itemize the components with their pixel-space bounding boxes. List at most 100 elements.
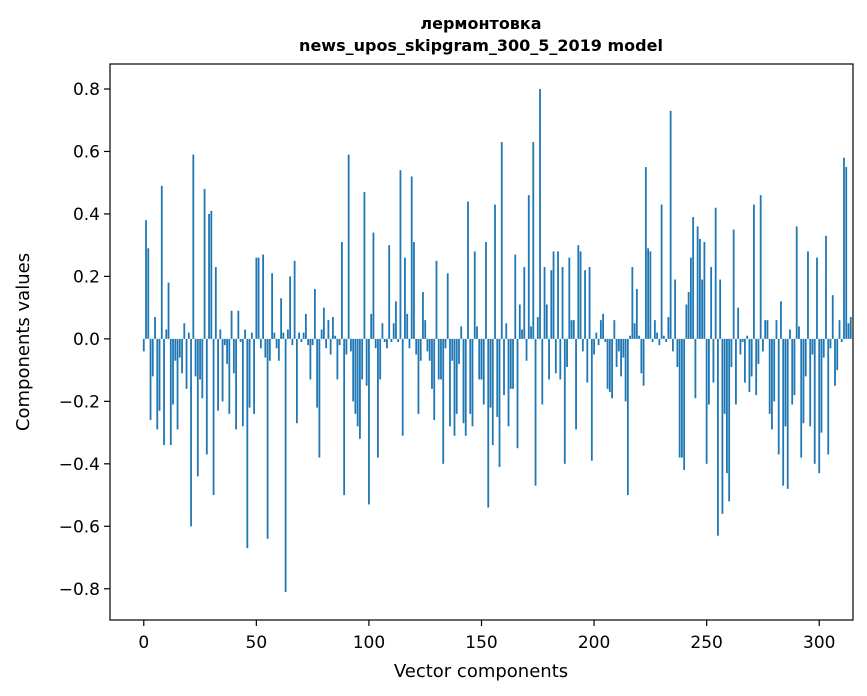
bar: [181, 338, 183, 374]
bar: [840, 338, 843, 342]
bar: [689, 257, 692, 339]
bar: [176, 338, 179, 430]
bar: [809, 338, 812, 427]
bar: [422, 292, 424, 339]
bar: [730, 338, 733, 367]
bar: [685, 304, 688, 339]
bar: [845, 167, 848, 339]
bar: [523, 267, 526, 339]
bar: [800, 338, 803, 458]
bar: [280, 298, 283, 339]
bar: [284, 338, 287, 592]
bar: [699, 238, 701, 339]
bar: [644, 167, 647, 339]
bar: [361, 338, 364, 380]
bar: [237, 310, 240, 339]
bar: [320, 329, 323, 339]
bar: [469, 338, 472, 414]
bar: [426, 338, 429, 352]
bar: [667, 317, 670, 339]
bar: [662, 335, 665, 339]
bar: [737, 307, 740, 339]
bar: [451, 338, 454, 361]
bar: [221, 338, 224, 402]
bar: [208, 213, 210, 339]
bar: [507, 338, 510, 427]
bar: [377, 338, 379, 458]
bar: [167, 282, 170, 339]
bar: [827, 338, 830, 455]
x-tick-label: 0: [138, 633, 149, 653]
bar: [235, 338, 237, 430]
bar: [248, 338, 251, 408]
bar: [782, 338, 785, 486]
bar: [307, 338, 310, 346]
bar: [327, 320, 330, 339]
bar: [359, 338, 361, 439]
bar: [300, 338, 303, 342]
bar: [172, 338, 174, 405]
bar: [363, 192, 366, 339]
bar: [449, 338, 451, 427]
bar: [762, 338, 764, 352]
bar: [777, 338, 780, 455]
bar: [516, 338, 519, 449]
bar: [825, 235, 827, 339]
bar: [487, 338, 490, 508]
bar: [518, 304, 521, 339]
bar: [566, 338, 568, 367]
bar: [350, 338, 352, 352]
bar: [214, 267, 217, 339]
bar: [196, 338, 199, 477]
bar: [543, 267, 546, 339]
y-tick-label: −0.2: [59, 392, 100, 412]
bar: [431, 338, 433, 389]
bar: [536, 317, 539, 339]
bar: [541, 338, 544, 405]
bar: [602, 313, 604, 339]
bar: [669, 110, 672, 339]
bar: [291, 338, 294, 346]
bar: [244, 329, 246, 339]
bar: [820, 338, 823, 433]
bar: [606, 338, 609, 389]
bar: [741, 338, 744, 342]
bar: [183, 323, 186, 339]
bar: [316, 338, 319, 408]
bar: [744, 338, 746, 383]
bar: [726, 338, 728, 474]
bar: [163, 338, 165, 446]
bar: [226, 338, 228, 364]
bar: [771, 338, 773, 430]
bar: [302, 332, 305, 339]
bar: [277, 338, 280, 361]
bar: [674, 279, 677, 339]
bar: [775, 320, 778, 339]
bar: [255, 257, 258, 339]
bar: [692, 217, 695, 339]
bar: [617, 338, 620, 352]
bar: [374, 338, 377, 349]
bar: [795, 226, 798, 339]
y-tick-label: −0.6: [59, 517, 100, 537]
bar: [390, 338, 393, 342]
bar: [719, 279, 722, 339]
bar: [703, 242, 706, 339]
y-tick-label: 0.4: [73, 205, 100, 225]
bar: [392, 323, 395, 339]
x-axis: 0 50 100 150 200 250 300: [138, 620, 835, 653]
bar: [444, 338, 447, 349]
bar: [635, 288, 638, 339]
bar: [257, 257, 260, 339]
bar: [372, 232, 375, 339]
bar: [329, 338, 332, 355]
bar: [597, 338, 600, 346]
bar: [230, 310, 233, 339]
bar: [676, 338, 679, 367]
bar: [816, 257, 818, 339]
bar: [530, 326, 532, 339]
bar: [624, 338, 627, 402]
bar: [205, 338, 208, 455]
bar: [683, 338, 686, 471]
